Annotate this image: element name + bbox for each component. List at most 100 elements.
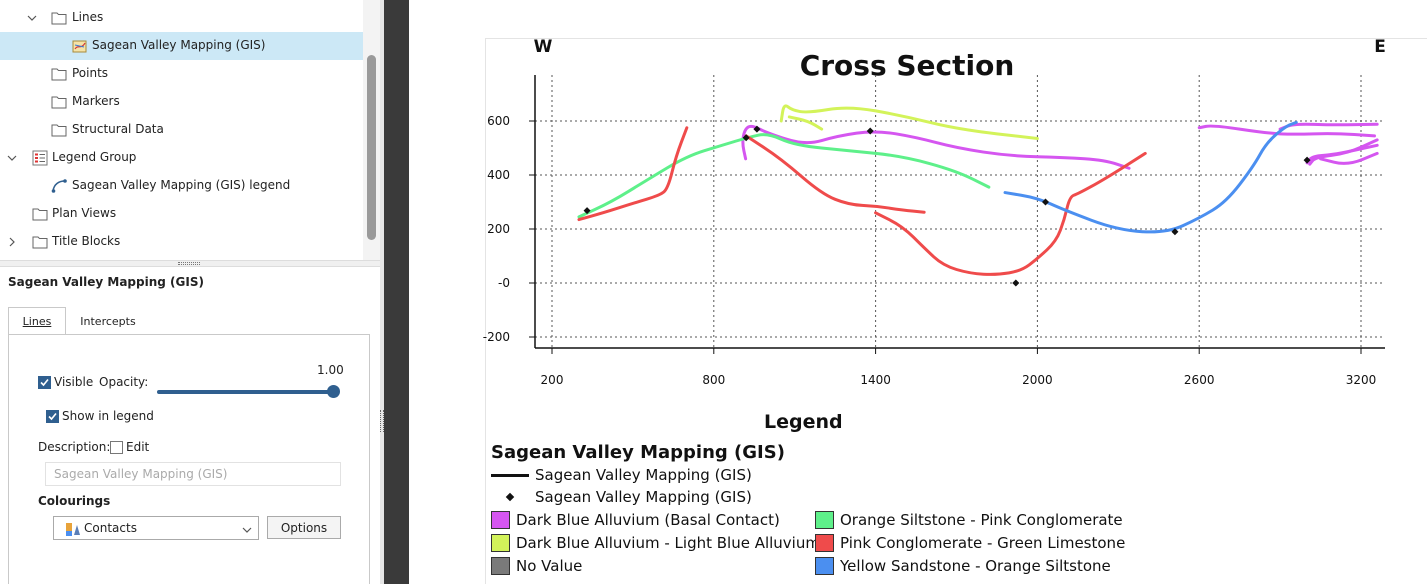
opacity-value: 1.00 bbox=[317, 363, 344, 377]
left-panel: Lines Sagean Valley Mapping (GIS) Points… bbox=[0, 0, 380, 584]
tree-item-title-blocks[interactable]: Title Blocks bbox=[0, 228, 363, 256]
point-marker bbox=[583, 207, 591, 215]
description-label: Description: bbox=[38, 440, 111, 454]
x-tick-label: 2600 bbox=[1184, 373, 1215, 387]
vertical-splitter[interactable] bbox=[380, 0, 384, 584]
east-label: E bbox=[1374, 37, 1386, 57]
show-in-legend-label: Show in legend bbox=[62, 409, 154, 423]
chevron-down-icon[interactable] bbox=[27, 13, 37, 23]
properties-panel: Sagean Valley Mapping (GIS) Lines Interc… bbox=[0, 267, 380, 584]
x-tick-label: 2000 bbox=[1022, 373, 1053, 387]
legend-swatch-label: No Value bbox=[516, 557, 583, 575]
edit-checkbox[interactable] bbox=[110, 441, 123, 454]
folder-icon bbox=[32, 206, 48, 222]
chevron-right-icon[interactable] bbox=[7, 237, 17, 247]
options-button[interactable]: Options bbox=[267, 516, 341, 539]
folder-icon bbox=[51, 94, 67, 110]
chevron-down-icon[interactable] bbox=[7, 153, 17, 163]
properties-title: Sagean Valley Mapping (GIS) bbox=[8, 275, 204, 289]
gis-lines-icon bbox=[72, 38, 88, 54]
point-marker bbox=[1303, 156, 1311, 164]
legend-line-entry: Sagean Valley Mapping (GIS) bbox=[535, 466, 752, 484]
tree-item-plan-views[interactable]: Plan Views bbox=[0, 200, 363, 228]
legend-swatch-label: Orange Siltstone - Pink Conglomerate bbox=[840, 511, 1123, 529]
line-symbol bbox=[491, 474, 529, 477]
tree-item-label: Plan Views bbox=[52, 206, 117, 220]
point-marker bbox=[1171, 228, 1179, 236]
splitter-grip-icon[interactable] bbox=[178, 262, 200, 265]
contacts-icon bbox=[65, 521, 81, 540]
series-line bbox=[744, 134, 926, 214]
swatch-4 bbox=[815, 534, 834, 552]
splitter-grip-icon[interactable] bbox=[380, 410, 384, 432]
legend-item-icon bbox=[51, 178, 67, 194]
colourings-label: Colourings bbox=[38, 494, 111, 508]
legend-group-icon bbox=[32, 150, 48, 166]
x-tick-label: 800 bbox=[702, 373, 725, 387]
legend-swatch-label: Dark Blue Alluvium (Basal Contact) bbox=[516, 511, 780, 529]
opacity-slider-track[interactable] bbox=[157, 390, 335, 394]
tree-item-label: Lines bbox=[72, 10, 104, 24]
series-line bbox=[787, 115, 824, 131]
point-marker bbox=[866, 127, 874, 135]
tree-item-label: Sagean Valley Mapping (GIS) legend bbox=[72, 178, 291, 192]
series-line bbox=[779, 104, 1039, 141]
description-input[interactable]: Sagean Valley Mapping (GIS) bbox=[45, 462, 341, 486]
swatch-2 bbox=[491, 557, 510, 575]
tree-item-label: Title Blocks bbox=[52, 234, 121, 248]
chart-markers bbox=[583, 125, 1311, 287]
y-tick-label: 400 bbox=[487, 168, 510, 182]
point-marker bbox=[753, 125, 761, 133]
tree-item-label: Legend Group bbox=[52, 150, 137, 164]
tree-item-sagean-valley-mapping[interactable]: Sagean Valley Mapping (GIS) bbox=[0, 32, 363, 60]
visible-checkbox[interactable] bbox=[38, 376, 51, 389]
point-marker bbox=[1041, 198, 1049, 206]
tree-item-points[interactable]: Points bbox=[0, 60, 363, 88]
legend-point-entry: Sagean Valley Mapping (GIS) bbox=[535, 488, 752, 506]
colouring-select[interactable]: Contacts bbox=[53, 516, 259, 540]
tab-lines[interactable]: Lines bbox=[8, 307, 66, 335]
west-label: W bbox=[534, 37, 553, 57]
opacity-slider-handle[interactable] bbox=[327, 385, 340, 398]
tab-body: Visible Opacity: 1.00 Show in legend Des… bbox=[8, 334, 370, 584]
tree-item-label: Structural Data bbox=[72, 122, 164, 136]
viewer-gutter bbox=[384, 0, 409, 584]
y-tick-label: 600 bbox=[487, 114, 510, 128]
tree-item-legend-group[interactable]: Legend Group bbox=[0, 144, 363, 172]
y-tick-label: 200 bbox=[487, 222, 510, 236]
chart-series bbox=[577, 104, 1379, 276]
tree-item-legend[interactable]: Sagean Valley Mapping (GIS) legend bbox=[0, 172, 363, 200]
tree-item-lines[interactable]: Lines bbox=[0, 4, 363, 32]
series-line bbox=[1319, 151, 1379, 165]
opacity-label: Opacity: bbox=[99, 375, 149, 389]
legend-group-title: Sagean Valley Mapping (GIS) bbox=[491, 442, 785, 463]
chevron-down-icon bbox=[242, 524, 252, 538]
series-line bbox=[1197, 124, 1376, 138]
tree-scrollbar-thumb[interactable] bbox=[367, 55, 376, 240]
series-line bbox=[577, 126, 689, 222]
tree-item-label: Sagean Valley Mapping (GIS) bbox=[92, 38, 266, 52]
tree-item-markers[interactable]: Markers bbox=[0, 88, 363, 116]
tree-item-label: Points bbox=[72, 66, 109, 80]
x-tick-label: 1400 bbox=[860, 373, 891, 387]
colouring-value: Contacts bbox=[84, 521, 137, 535]
folder-icon bbox=[51, 10, 67, 26]
swatch-1 bbox=[491, 534, 510, 552]
point-marker bbox=[742, 134, 750, 142]
chart-axes: 200 800 1400 2000 2600 3200 600 400 200 -0 -200 bbox=[483, 75, 1385, 387]
point-marker bbox=[1012, 279, 1020, 287]
panel-splitter[interactable] bbox=[0, 260, 380, 267]
tree-item-structural-data[interactable]: Structural Data bbox=[0, 116, 363, 144]
swatch-3 bbox=[815, 511, 834, 529]
tab-intercepts[interactable]: Intercepts bbox=[80, 314, 136, 328]
legend-title: Legend bbox=[764, 411, 843, 433]
legend-swatch-label: Pink Conglomerate - Green Limestone bbox=[840, 534, 1126, 552]
tree-item-label: Markers bbox=[72, 94, 120, 108]
series-line bbox=[874, 151, 1147, 276]
folder-icon bbox=[51, 122, 67, 138]
show-in-legend-checkbox[interactable] bbox=[46, 410, 59, 423]
folder-icon bbox=[51, 66, 67, 82]
legend-swatch-label: Yellow Sandstone - Orange Siltstone bbox=[840, 557, 1111, 575]
project-tree: Lines Sagean Valley Mapping (GIS) Points… bbox=[0, 0, 380, 260]
